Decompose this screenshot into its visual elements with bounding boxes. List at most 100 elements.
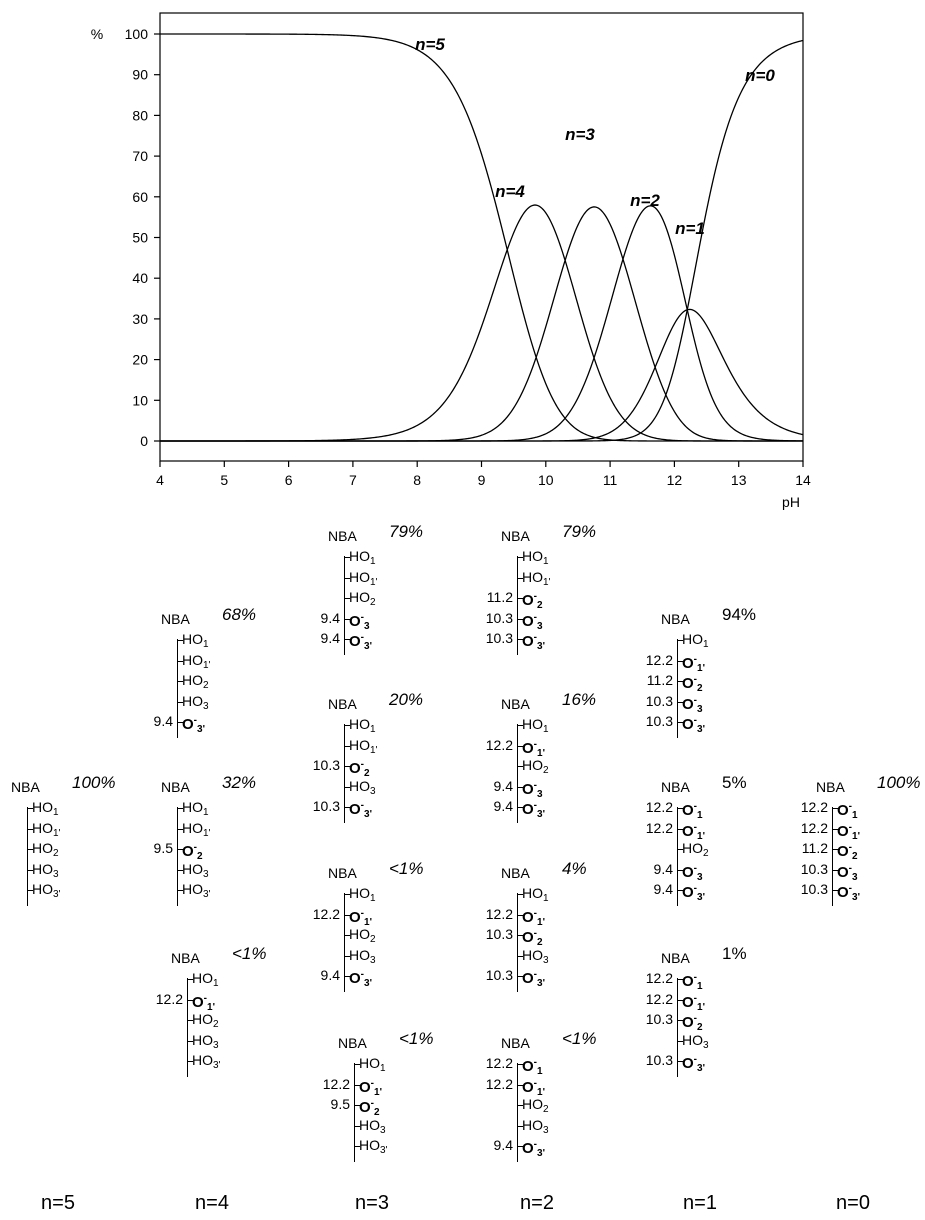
x-axis-ticks: 4 5 6 7 8 9 10 11 12 13 14 pH xyxy=(156,461,811,510)
oxide-group: O-1' xyxy=(192,992,215,1013)
branch-tick xyxy=(344,807,350,808)
oxide-group: O-3 xyxy=(349,611,370,632)
branch-tick xyxy=(677,1020,683,1021)
branch-tick xyxy=(677,890,683,891)
series-line-n=4 xyxy=(160,204,803,442)
pka-value: 10.3 xyxy=(485,967,513,983)
hydroxyl-group: HO2 xyxy=(522,1096,549,1115)
branch-tick xyxy=(517,914,523,916)
curve-label: n=3 xyxy=(565,125,595,144)
oxide-group: O-2 xyxy=(682,674,703,694)
species-structure: NBA 100% HO1 HO1' HO2 HO3 HO3' xyxy=(10,773,160,949)
pka-value: 11.2 xyxy=(486,589,513,605)
y-tick-label: 30 xyxy=(132,311,148,327)
pka-value: 9.4 xyxy=(320,967,340,983)
branch-tick xyxy=(517,1084,523,1086)
oxide-group: O-2 xyxy=(837,842,858,862)
x-tick-label: 4 xyxy=(156,472,164,488)
backbone-line xyxy=(344,724,345,823)
hydroxyl-group: HO3 xyxy=(359,1116,386,1136)
oxide-group: O-3' xyxy=(522,1139,545,1159)
nba-label: NBA xyxy=(501,865,530,881)
branch-tick xyxy=(344,598,350,599)
oxide-group: O-2 xyxy=(182,842,203,862)
oxide-group: O-1' xyxy=(522,738,545,759)
branch-tick xyxy=(677,722,683,723)
species-structure: NBA 4% HO1 O-1' 12.2 O-2 10.3 HO3 O-3' 10.3 xyxy=(486,859,650,1035)
series-line-n=0 xyxy=(160,39,804,442)
branch-tick xyxy=(354,1146,360,1147)
pka-value: 10.3 xyxy=(485,609,513,626)
nba-label: NBA xyxy=(816,779,845,795)
branch-tick xyxy=(187,979,193,980)
species-percentage: 5% xyxy=(722,773,747,792)
branch-tick xyxy=(677,660,683,662)
branch-tick xyxy=(27,828,33,830)
nba-label: NBA xyxy=(328,696,357,712)
pka-value: 10.3 xyxy=(312,757,340,773)
oxide-group: O-2 xyxy=(359,1098,380,1118)
curve-label: n=5 xyxy=(415,35,445,54)
oxide-group: O-3' xyxy=(182,715,205,735)
pka-value: 11.2 xyxy=(801,840,828,856)
branch-tick xyxy=(177,890,183,891)
hydroxyl-group: HO1 xyxy=(349,548,376,567)
hydroxyl-group: HO3' xyxy=(192,1052,221,1071)
branch-tick xyxy=(27,890,33,891)
branch-tick xyxy=(344,935,350,936)
branch-tick xyxy=(344,639,350,640)
hydroxyl-group: HO3' xyxy=(182,881,211,900)
species-structure: NBA 5% O-1 12.2 O-1' 12.2 HO2 O-3 9.4 O-3' 9.4 xyxy=(646,773,810,949)
x-tick-label: 6 xyxy=(285,472,293,488)
x-tick-label: 13 xyxy=(731,472,747,488)
species-structure: NBA <1% O-1 12.2 O-1' 12.2 HO2 HO3 O-3' 9.4 xyxy=(486,1029,650,1205)
species-structure: NBA 68% HO1 HO1' HO2 HO3 O-3' 9.4 xyxy=(154,605,310,781)
branch-tick xyxy=(517,894,523,895)
hydroxyl-group: HO1 xyxy=(32,799,59,818)
hydroxyl-group: HO3 xyxy=(522,946,549,966)
x-tick-label: 11 xyxy=(603,472,618,488)
oxide-group: O-3' xyxy=(682,1054,705,1074)
oxide-group: O-3' xyxy=(522,800,545,820)
series-line-n=2 xyxy=(160,205,804,442)
backbone-line xyxy=(177,807,178,906)
nba-label: NBA xyxy=(661,950,690,966)
oxide-group: O-1' xyxy=(522,907,545,928)
branch-tick xyxy=(344,914,350,916)
species-percentage: <1% xyxy=(232,944,267,963)
species-structure: NBA 94% HO1 O-1' 12.2 O-2 11.2 O-3 10.3 O-3' 10.3 xyxy=(646,605,810,781)
oxide-group: O-2 xyxy=(349,759,370,779)
pka-value: 12.2 xyxy=(322,1075,350,1092)
oxide-group: O-1' xyxy=(349,907,372,928)
hydroxyl-group: HO1' xyxy=(182,651,211,671)
y-axis-ticks: 0 10 20 30 40 50 60 70 80 90 100% xyxy=(91,26,160,449)
chart-axes xyxy=(159,12,804,462)
species-structure: NBA <1% HO1 O-1' 12.2 O-2 9.5 HO3 HO3' xyxy=(323,1029,487,1205)
branch-tick xyxy=(517,598,523,599)
column-label: n=1 xyxy=(683,1192,717,1214)
species-percentage: 79% xyxy=(562,522,597,541)
pka-value: 9.4 xyxy=(320,609,340,626)
hydroxyl-group: HO1' xyxy=(349,568,378,588)
pka-value: 9.4 xyxy=(493,798,513,814)
hydroxyl-group: HO3 xyxy=(192,1031,219,1051)
pka-value: 10.3 xyxy=(485,926,513,942)
hydroxyl-group: HO3 xyxy=(182,860,209,880)
branch-tick xyxy=(354,1064,360,1065)
branch-tick xyxy=(677,869,683,871)
branch-tick xyxy=(177,640,183,641)
species-percentage: <1% xyxy=(399,1029,434,1048)
oxide-group: O-2 xyxy=(682,1013,703,1033)
backbone-line xyxy=(354,1063,355,1162)
hydroxyl-group: HO1 xyxy=(682,631,709,650)
pka-value: 12.2 xyxy=(485,736,513,753)
speciation-chart: 4 5 6 7 8 9 10 11 12 13 14 pH 0 10 20 30 40 50 60 70 80 90 10… xyxy=(91,12,811,510)
pka-value: 9.4 xyxy=(653,881,673,897)
backbone-line xyxy=(517,893,518,992)
branch-tick xyxy=(517,557,523,558)
branch-tick xyxy=(344,725,350,726)
pka-value: 9.4 xyxy=(653,860,673,877)
oxide-group: O-3' xyxy=(837,883,860,903)
oxide-group: O-3 xyxy=(522,611,543,632)
y-tick-label: 50 xyxy=(132,230,148,246)
